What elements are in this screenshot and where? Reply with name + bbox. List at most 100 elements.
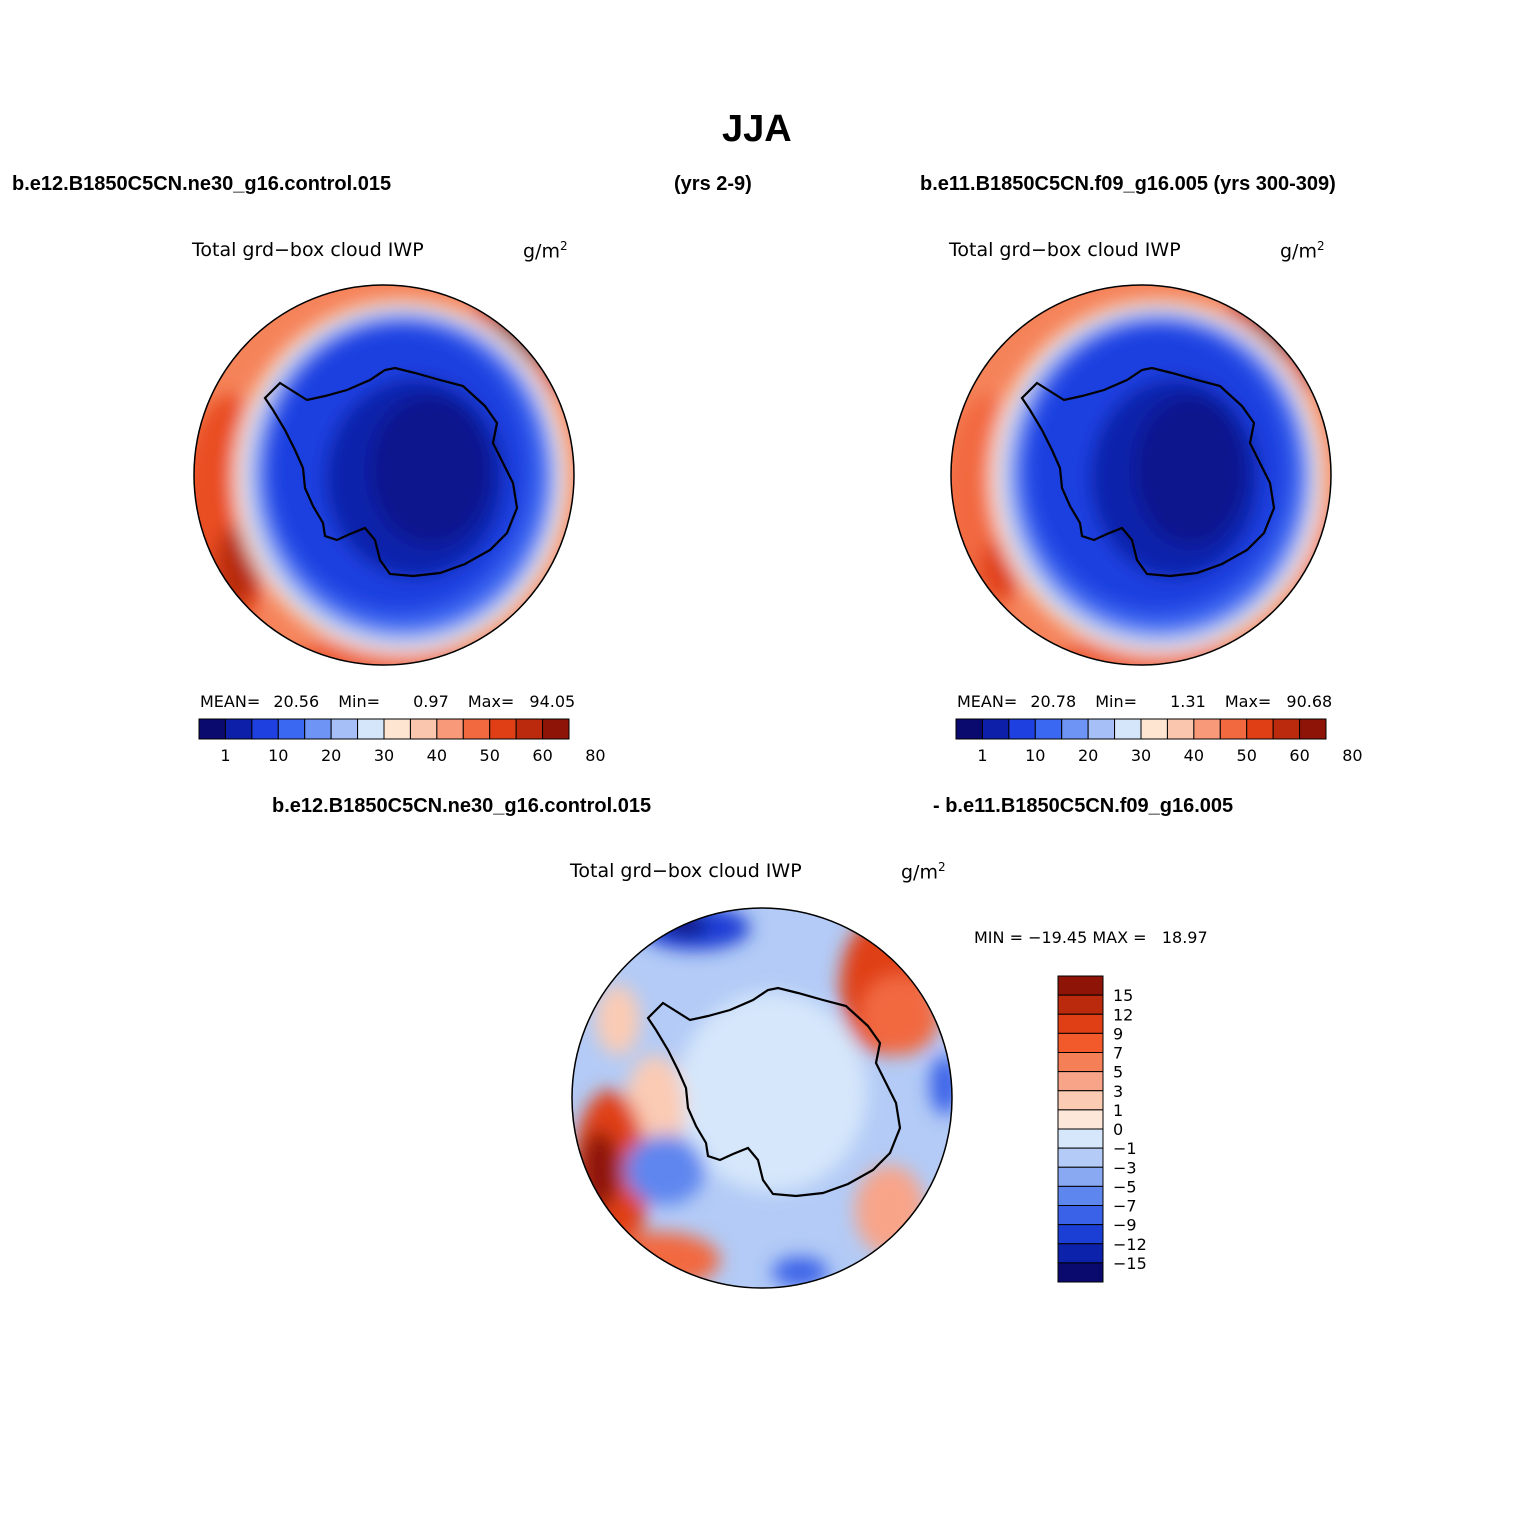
panel2-colorbar: 1 10 20 30 40 50 60 80 xyxy=(955,718,1363,765)
panel1-colorbar-swatch xyxy=(330,718,359,740)
panel3-colorbar-tick-label: 15 xyxy=(1113,986,1133,1005)
panel2-colorbar-tick-label: 20 xyxy=(1078,746,1098,765)
panel2-colorbar-swatch xyxy=(1034,718,1063,740)
panel1-colorbar-tick-label: 40 xyxy=(427,746,447,765)
panel2-units-exp: 2 xyxy=(1316,239,1325,253)
panel3-map-border xyxy=(571,907,953,1289)
panel2-colorbar-tick-label: 1 xyxy=(977,746,987,765)
panel3-colorbar-swatch xyxy=(1057,1090,1104,1111)
main-title: JJA xyxy=(722,108,792,150)
panel1-colorbar-swatch xyxy=(542,718,570,740)
panel2-colorbar-swatch xyxy=(1299,718,1327,740)
panel3-colorbar-tick-label: −15 xyxy=(1113,1254,1147,1273)
panel3-colorbar-tick-label: −12 xyxy=(1113,1235,1147,1254)
panel2-colorbar-swatch xyxy=(1087,718,1116,740)
panel1-units-exp: 2 xyxy=(559,239,568,253)
panel1-mean-label: MEAN= xyxy=(200,692,261,711)
panel3-colorbar-tick-label: −3 xyxy=(1113,1158,1137,1177)
panel3-colorbar-swatch xyxy=(1057,1128,1104,1149)
panel1-stats: MEAN= 20.56 Min= 0.97 Max= 94.05 xyxy=(200,692,575,711)
panel2-colorbar-swatch xyxy=(1061,718,1089,740)
panel3-minmax-label: MIN = −19.45 MAX = 18.97 xyxy=(974,928,1208,947)
panel2-colorbar-swatch xyxy=(1219,718,1248,740)
panel1-colorbar-tick-label: 1 xyxy=(220,746,230,765)
panel1-colorbar-swatch xyxy=(462,718,491,740)
panel2-mean-label: MEAN= xyxy=(957,692,1018,711)
right-case-label: b.e11.B1850C5CN.f09_g16.005 (yrs 300-309… xyxy=(920,173,1336,195)
panel1-variable-label: Total grd−box cloud IWP xyxy=(192,239,424,261)
panel3-colorbar-tick-label: −7 xyxy=(1113,1197,1137,1216)
panel3-colorbar-tick-label: 9 xyxy=(1113,1024,1123,1043)
panel3-units-exp: 2 xyxy=(937,860,946,874)
panel3-colorbar-tick-label: −1 xyxy=(1113,1139,1137,1158)
panel3-colorbar-tick-label: 1 xyxy=(1113,1101,1123,1120)
panel2-variable-label: Total grd−box cloud IWP xyxy=(949,239,1181,261)
panel1-colorbar-swatch xyxy=(515,718,544,740)
panel2-colorbar-tick-label: 40 xyxy=(1184,746,1204,765)
panel2-colorbar-swatch xyxy=(1166,718,1195,740)
panel1-max-label: Max= xyxy=(467,692,515,711)
panel3-colorbar-swatch xyxy=(1057,1224,1104,1245)
panel2-colorbar-swatch xyxy=(1140,718,1168,740)
panel3-colorbar-tick-label: 12 xyxy=(1113,1005,1133,1024)
panel2-colorbar-tick-label: 80 xyxy=(1342,746,1362,765)
panel1-units-base: g/m xyxy=(523,240,560,263)
panel1-map-border xyxy=(193,284,575,666)
panel1-colorbar-tick-label: 20 xyxy=(321,746,341,765)
panel1-units-label: g/m2 xyxy=(523,239,568,262)
panel3-variable-label: Total grd−box cloud IWP xyxy=(570,860,802,882)
panel1-colorbar: 1 10 20 30 40 50 60 80 xyxy=(198,718,606,765)
panel1-colorbar-tick-label: 50 xyxy=(480,746,500,765)
panel3-colorbar-swatch xyxy=(1057,1032,1104,1053)
panel2-colorbar-swatch xyxy=(1114,718,1142,740)
diff-case-b-label: - b.e11.B1850C5CN.f09_g16.005 xyxy=(933,795,1234,817)
panel2-stats: MEAN= 20.78 Min= 1.31 Max= 90.68 xyxy=(957,692,1332,711)
panel3-colorbar-swatch xyxy=(1057,994,1104,1015)
panel1-map xyxy=(193,284,575,666)
panel1-colorbar-tick-label: 80 xyxy=(585,746,605,765)
panel1-colorbar-swatch xyxy=(409,718,438,740)
panel2-colorbar-swatch xyxy=(1193,718,1221,740)
panel3-colorbar-swatch xyxy=(1057,1052,1104,1073)
panel2-min-label: Min= xyxy=(1095,692,1138,711)
left-years-label: (yrs 2-9) xyxy=(674,173,752,195)
panel2-colorbar-tick-label: 50 xyxy=(1237,746,1257,765)
panel3-colorbar-tick-label: 7 xyxy=(1113,1044,1123,1063)
panel3-colorbar-tick-label: 3 xyxy=(1113,1082,1123,1101)
left-case-label: b.e12.B1850C5CN.ne30_g16.control.015 xyxy=(12,173,392,195)
panel1-min-label: Min= xyxy=(338,692,381,711)
panel2-colorbar-swatch xyxy=(955,718,983,740)
panel3-colorbar-swatch xyxy=(1057,1205,1104,1226)
panel1-min-value: 0.97 xyxy=(413,692,449,711)
panel2-min-value: 1.31 xyxy=(1170,692,1206,711)
panel1-colorbar-swatch xyxy=(357,718,385,740)
panel1-colorbar-swatch xyxy=(224,718,253,740)
panel3-map xyxy=(571,907,953,1289)
panel2-map-border xyxy=(950,284,1332,666)
panel2-units-label: g/m2 xyxy=(1280,239,1325,262)
panel3-colorbar-swatch xyxy=(1057,975,1104,996)
diff-case-a-label: b.e12.B1850C5CN.ne30_g16.control.015 xyxy=(272,795,652,817)
panel2-units-base: g/m xyxy=(1280,240,1317,263)
panel3-colorbar-swatch xyxy=(1057,1166,1104,1187)
panel2-mean-value: 20.78 xyxy=(1030,692,1077,711)
panel3-colorbar-tick-label: 0 xyxy=(1113,1120,1123,1139)
panel3-colorbar-swatch xyxy=(1057,1262,1104,1283)
panel3-units-base: g/m xyxy=(901,861,938,884)
panel3-colorbar-swatch xyxy=(1057,1147,1104,1168)
panel2-colorbar-swatch xyxy=(1246,718,1274,740)
panel3-colorbar-tick-label: −5 xyxy=(1113,1177,1137,1196)
panel3-colorbar-swatch xyxy=(1057,1071,1104,1092)
panel3-units-label: g/m2 xyxy=(901,860,946,883)
panel1-colorbar-tick-label: 60 xyxy=(532,746,552,765)
panel2-colorbar-swatch xyxy=(1272,718,1301,740)
panel3-colorbar-swatch xyxy=(1057,1185,1104,1206)
panel3-colorbar-swatch xyxy=(1057,1109,1104,1130)
panel2-colorbar-tick-label: 10 xyxy=(1025,746,1045,765)
panel3-colorbar-swatch xyxy=(1057,1243,1104,1264)
panel2-max-value: 90.68 xyxy=(1286,692,1333,711)
panel2-max-label: Max= xyxy=(1224,692,1272,711)
